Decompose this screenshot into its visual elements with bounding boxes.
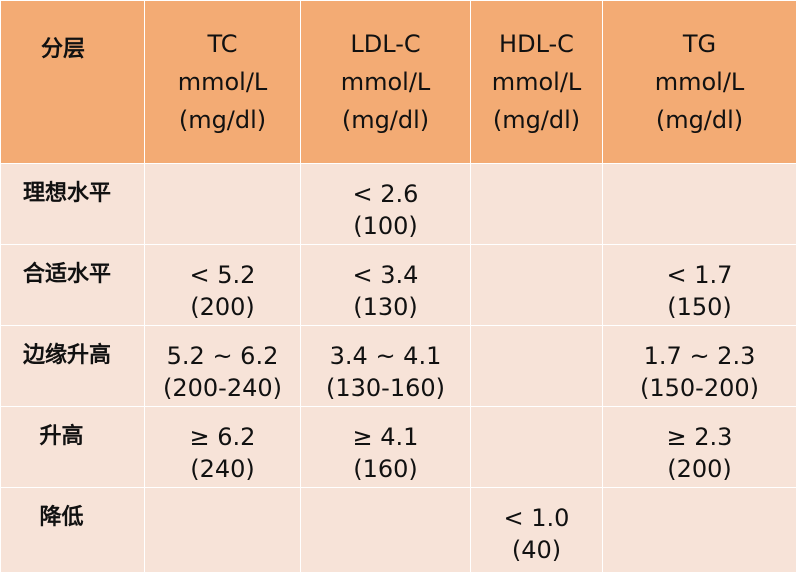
table-cell-hdl-c (471, 407, 603, 488)
column-header-tg: TG mmol/L (mg/dl) (603, 1, 796, 164)
column-alt-unit: (mg/dl) (301, 101, 470, 139)
cell-value: 5.2 ~ 6.2 (145, 340, 300, 372)
table-cell-tc: ≥ 6.2(240) (145, 407, 301, 488)
column-alt-unit: (mg/dl) (603, 101, 796, 139)
table-cell-tg: < 1.7(150) (603, 245, 796, 326)
table-cell-ldl-c: < 2.6(100) (301, 164, 471, 245)
row-label: 边缘升高 (1, 326, 145, 407)
column-name: HDL-C (471, 25, 602, 63)
cell-alt-value: (200) (145, 291, 300, 323)
table-cell-ldl-c: ≥ 4.1(160) (301, 407, 471, 488)
column-header-hdl-c: HDL-C mmol/L (mg/dl) (471, 1, 603, 164)
table-row-borderline-high: 边缘升高 5.2 ~ 6.2(200-240) 3.4 ~ 4.1(130-16… (1, 326, 796, 407)
table-cell-ldl-c (301, 488, 471, 573)
cell-alt-value: (160) (301, 453, 470, 485)
cell-value: < 1.0 (471, 502, 602, 534)
column-name: TC (145, 25, 300, 63)
column-alt-unit: (mg/dl) (145, 101, 300, 139)
table-row-ideal: 理想水平 < 2.6(100) (1, 164, 796, 245)
column-header-tc: TC mmol/L (mg/dl) (145, 1, 301, 164)
column-alt-unit: (mg/dl) (471, 101, 602, 139)
cell-alt-value: (150) (603, 291, 796, 323)
cell-value: < 1.7 (603, 259, 796, 291)
cell-value: < 5.2 (145, 259, 300, 291)
table-cell-tc (145, 164, 301, 245)
table-cell-tg (603, 164, 796, 245)
cell-value: ≥ 2.3 (603, 421, 796, 453)
header-corner: 分层 (1, 1, 145, 164)
cell-value: ≥ 6.2 (145, 421, 300, 453)
cell-alt-value: (200-240) (145, 372, 300, 404)
cell-alt-value: (200) (603, 453, 796, 485)
table-cell-tc (145, 488, 301, 573)
cell-value: 1.7 ~ 2.3 (603, 340, 796, 372)
header-row: 分层 TC mmol/L (mg/dl) LDL-C mmol/L (mg/dl… (1, 1, 796, 164)
table-row-high: 升高 ≥ 6.2(240) ≥ 4.1(160) ≥ 2.3(200) (1, 407, 796, 488)
row-label: 理想水平 (1, 164, 145, 245)
column-unit: mmol/L (471, 63, 602, 101)
cell-value: < 2.6 (301, 178, 470, 210)
table-cell-tg (603, 488, 796, 573)
column-unit: mmol/L (603, 63, 796, 101)
row-label: 升高 (1, 407, 145, 488)
row-label: 合适水平 (1, 245, 145, 326)
column-unit: mmol/L (145, 63, 300, 101)
table-cell-tg: ≥ 2.3(200) (603, 407, 796, 488)
table-cell-ldl-c: 3.4 ~ 4.1(130-160) (301, 326, 471, 407)
table-cell-hdl-c (471, 164, 603, 245)
cell-alt-value: (130-160) (301, 372, 470, 404)
cell-value: ≥ 4.1 (301, 421, 470, 453)
column-header-ldl-c: LDL-C mmol/L (mg/dl) (301, 1, 471, 164)
table-row-suitable: 合适水平 < 5.2(200) < 3.4(130) < 1.7(150) (1, 245, 796, 326)
column-name: LDL-C (301, 25, 470, 63)
table-cell-tc: 5.2 ~ 6.2(200-240) (145, 326, 301, 407)
table-cell-hdl-c (471, 326, 603, 407)
column-unit: mmol/L (301, 63, 470, 101)
cell-value: 3.4 ~ 4.1 (301, 340, 470, 372)
cell-value: < 3.4 (301, 259, 470, 291)
table-cell-tg: 1.7 ~ 2.3(150-200) (603, 326, 796, 407)
table-cell-hdl-c: < 1.0(40) (471, 488, 603, 573)
table-cell-ldl-c: < 3.4(130) (301, 245, 471, 326)
row-label: 降低 (1, 488, 145, 573)
table-cell-hdl-c (471, 245, 603, 326)
column-name: TG (603, 25, 796, 63)
table-cell-tc: < 5.2(200) (145, 245, 301, 326)
cell-alt-value: (130) (301, 291, 470, 323)
cell-alt-value: (150-200) (603, 372, 796, 404)
cell-alt-value: (240) (145, 453, 300, 485)
cell-alt-value: (100) (301, 210, 470, 242)
table-row-low: 降低 < 1.0(40) (1, 488, 796, 573)
